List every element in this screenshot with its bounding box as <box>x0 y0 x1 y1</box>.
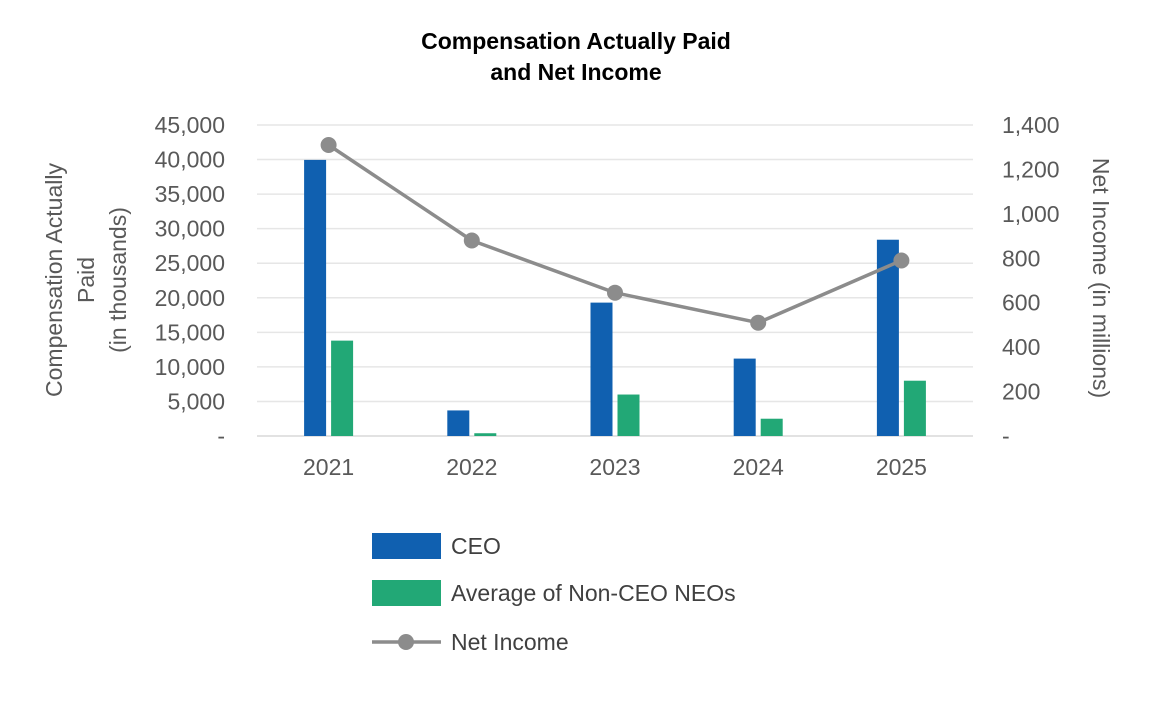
right-axis-title: Net Income (in millions) <box>1088 158 1114 398</box>
neo-bar-2022 <box>474 433 497 436</box>
chart-title-line: and Net Income <box>490 59 661 85</box>
left-tick-label: 15,000 <box>155 319 225 345</box>
right-tick-label: 1,000 <box>1002 201 1060 227</box>
left-tick-label: 10,000 <box>155 354 225 380</box>
x-tick-label: 2025 <box>876 454 927 480</box>
x-tick-label: 2022 <box>446 454 497 480</box>
chart-title-line: Compensation Actually Paid <box>421 28 731 54</box>
right-tick-label: 400 <box>1002 334 1040 360</box>
right-tick-label: 200 <box>1002 379 1040 405</box>
x-tick-label: 2021 <box>303 454 354 480</box>
right-tick-label: 600 <box>1002 290 1040 316</box>
left-axis-title-line: (in thousands) <box>105 207 131 353</box>
right-axis: - 200 400 600 800 1,000 1,200 1,400 <box>1002 112 1060 449</box>
neo-bar-2024 <box>760 418 783 436</box>
chart-title: Compensation Actually Paid and Net Income <box>421 28 731 85</box>
left-axis-title-line: Paid <box>73 257 99 303</box>
left-tick-label: 35,000 <box>155 181 225 207</box>
left-tick-label: 30,000 <box>155 216 225 242</box>
left-axis-title-rotated: Compensation Actually Paid (in thousands) <box>41 163 131 397</box>
right-tick-label: - <box>1002 423 1010 449</box>
legend-label: Average of Non-CEO NEOs <box>451 580 736 606</box>
right-tick-label: 800 <box>1002 245 1040 271</box>
gridlines <box>257 124 973 437</box>
legend-marker <box>398 634 414 650</box>
right-tick-label: 1,400 <box>1002 112 1060 138</box>
legend-swatch <box>372 533 441 559</box>
ceo-bar-2025 <box>876 239 899 436</box>
neo-bar-2023 <box>617 394 640 436</box>
x-axis: 2021 2022 2023 2024 2025 <box>303 454 927 480</box>
net-income-point-2025 <box>893 252 910 269</box>
legend-item: CEO <box>372 533 501 559</box>
legend-item: Net Income <box>372 629 569 655</box>
right-axis-title-text: Net Income (in millions) <box>1088 158 1114 398</box>
ceo-bar-2021 <box>304 159 327 436</box>
left-axis-title-line: Compensation Actually <box>41 163 67 397</box>
x-tick-label: 2024 <box>733 454 784 480</box>
ceo-bar-2023 <box>590 302 613 436</box>
legend-item: Average of Non-CEO NEOs <box>372 580 736 606</box>
left-axis-title: Compensation Actually Paid (in thousands) <box>41 163 131 397</box>
right-axis-title-rotated: Net Income (in millions) <box>1088 158 1114 398</box>
neo-bar-2025 <box>903 380 926 436</box>
ceo-bar-2024 <box>733 358 756 436</box>
left-tick-label: 20,000 <box>155 285 225 311</box>
ceo-bar-2022 <box>447 410 470 436</box>
legend-label: Net Income <box>451 629 569 655</box>
neo-bar-2021 <box>331 340 354 436</box>
left-tick-label: 40,000 <box>155 147 225 173</box>
bars <box>304 159 926 436</box>
left-tick-label: 45,000 <box>155 112 225 138</box>
net-income-point-2021 <box>320 136 337 153</box>
legend-label: CEO <box>451 533 501 559</box>
legend-swatch <box>372 580 441 606</box>
net-income-point-2023 <box>607 284 623 301</box>
x-tick-label: 2023 <box>589 454 640 480</box>
net-income-point-2024 <box>750 314 767 331</box>
net-income-line <box>320 136 910 331</box>
left-tick-label: 5,000 <box>167 388 225 414</box>
legend: CEO Average of Non-CEO NEOs Net Income <box>372 533 736 655</box>
left-tick-label: 25,000 <box>155 250 225 276</box>
left-axis: - 5,000 10,000 15,000 20,000 25,000 30,000 35,0… <box>155 112 225 449</box>
net-income-point-2022 <box>463 232 480 249</box>
right-tick-label: 1,200 <box>1002 156 1060 182</box>
left-tick-label: - <box>217 423 225 449</box>
